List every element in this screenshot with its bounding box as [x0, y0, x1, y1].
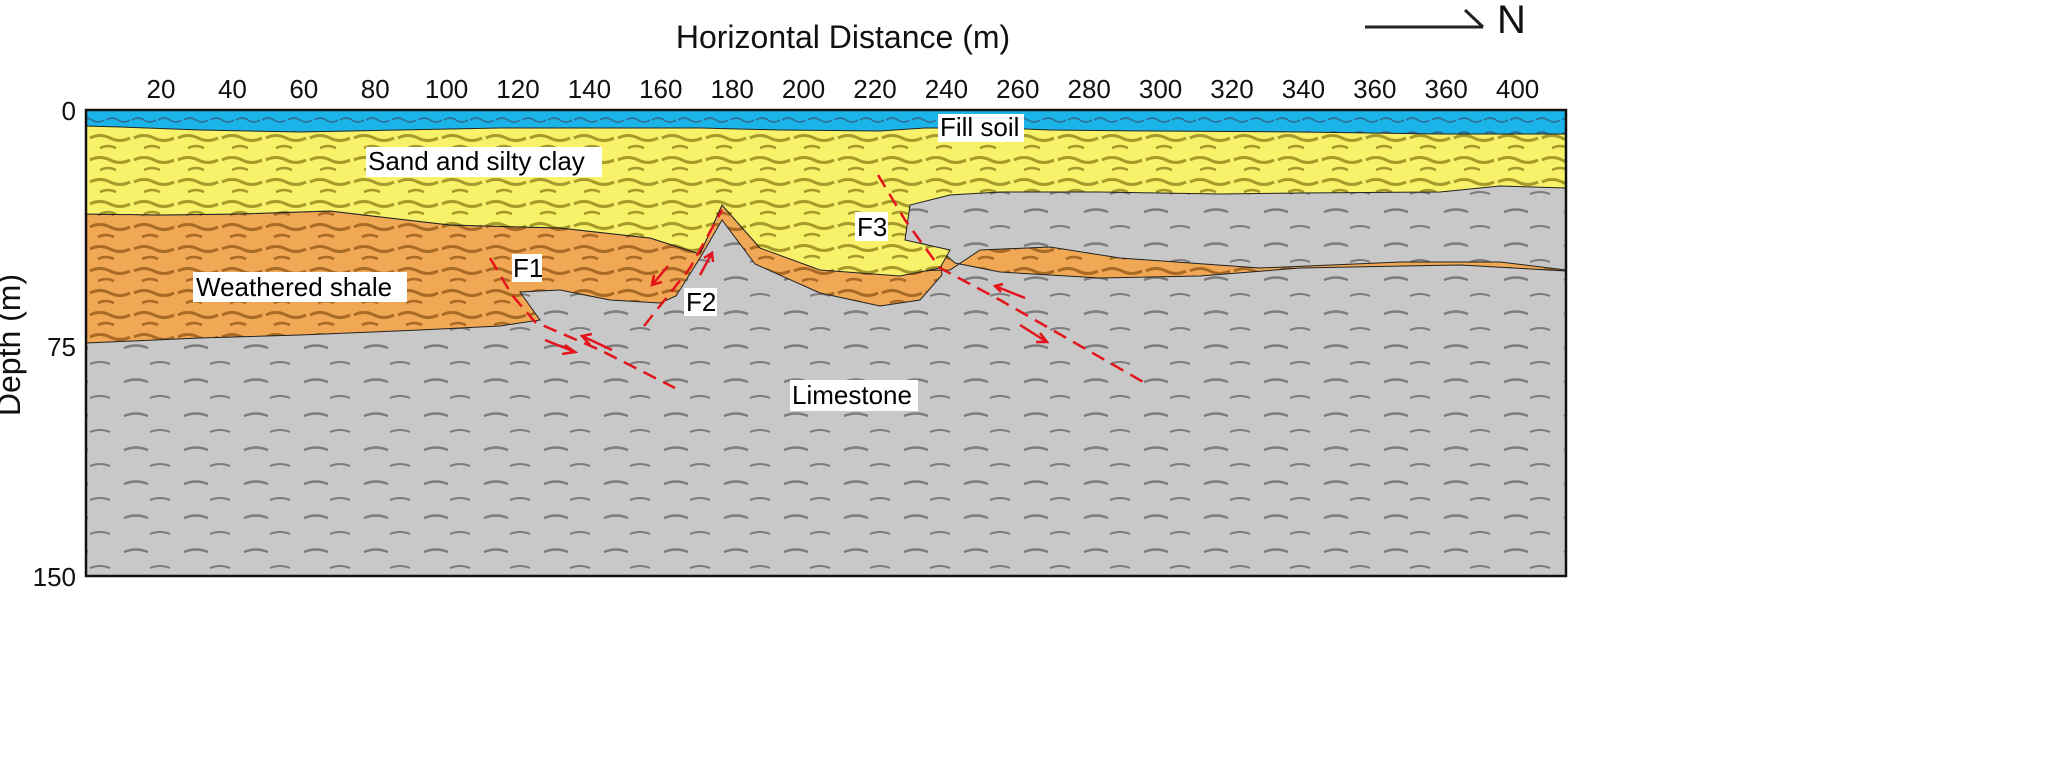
y-tick-labels: 0 75 150 — [33, 96, 76, 592]
x-tick-label: 180 — [711, 74, 754, 104]
shale-label: Weathered shale — [196, 272, 392, 302]
x-tick-label: 400 — [1496, 74, 1539, 104]
x-tick-label: 80 — [361, 74, 390, 104]
x-tick-label: 340 — [1282, 74, 1325, 104]
fault-f2 — [643, 209, 724, 327]
fault-f1-arrow-1 — [544, 338, 579, 356]
x-tick-label: 20 — [147, 74, 176, 104]
north-label: N — [1497, 0, 1526, 42]
north-arrow: N — [1365, 0, 1526, 42]
x-tick-label: 140 — [568, 74, 611, 104]
x-tick-label: 60 — [289, 74, 318, 104]
x-tick-label: 120 — [496, 74, 539, 104]
fill-soil-label: Fill soil — [940, 112, 1019, 142]
x-tick-label: 200 — [782, 74, 825, 104]
fault-f3 — [876, 174, 1146, 385]
x-tick-label: 320 — [1210, 74, 1253, 104]
plot-frame — [84, 108, 1568, 578]
f3-label: F3 — [857, 212, 887, 242]
x-tick-label: 360 — [1425, 74, 1468, 104]
north-arrow-head — [1463, 8, 1485, 29]
fault-f1 — [488, 257, 676, 390]
fault-f2-arrow-1 — [650, 265, 669, 287]
x-tick-label: 220 — [853, 74, 896, 104]
x-tick-label: 360 — [1353, 74, 1396, 104]
fault-f3-arrow-1 — [992, 282, 1026, 300]
y-axis-title: Depth (m) — [0, 274, 27, 416]
f1-label: F1 — [513, 253, 543, 283]
fault-lines — [488, 174, 1146, 390]
fill-soil-layer — [86, 110, 1566, 135]
y-tick-label: 75 — [47, 332, 76, 362]
f2-label: F2 — [686, 287, 716, 317]
fault-f1-arrow-2 — [579, 332, 613, 352]
x-axis-title: Horizontal Distance (m) — [676, 19, 1010, 55]
limestone-label: Limestone — [792, 380, 912, 410]
layer-labels: Fill soil Sand and silty clay Weathered … — [193, 112, 1024, 411]
x-tick-label: 280 — [1068, 74, 1111, 104]
x-tick-label: 240 — [925, 74, 968, 104]
x-tick-label: 100 — [425, 74, 468, 104]
x-tick-label: 40 — [218, 74, 247, 104]
x-tick-label: 300 — [1139, 74, 1182, 104]
y-tick-label: 150 — [33, 562, 76, 592]
y-tick-label: 0 — [62, 96, 76, 126]
x-tick-label: 160 — [639, 74, 682, 104]
x-tick-labels: 20 40 60 80 100 120 140 160 180 200 220 240 260 280 30… — [147, 74, 1540, 104]
x-tick-label: 260 — [996, 74, 1039, 104]
sand-label: Sand and silty clay — [368, 146, 585, 176]
fault-f2-arrow-2 — [698, 250, 715, 276]
fault-f3-arrow-2 — [1019, 323, 1050, 344]
